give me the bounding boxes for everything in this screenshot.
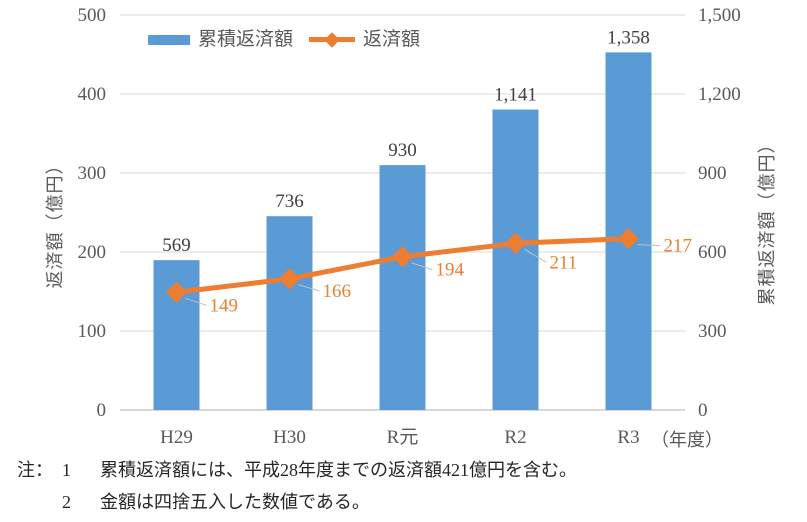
bar-value-label: 1,141 — [494, 85, 537, 106]
label-leader-line — [411, 262, 433, 271]
bar-value-label: 736 — [275, 191, 304, 212]
label-leader-line — [298, 284, 320, 292]
chart-legend: 累積返済額 返済額 — [148, 30, 420, 49]
label-leader-line — [185, 297, 207, 306]
right-tick-label: 300 — [698, 321, 727, 342]
legend-label-cumulative-repayment: 累積返済額 — [198, 29, 294, 50]
left-axis-title: 返済額（億円） — [45, 155, 65, 289]
bar-value-label: 930 — [388, 140, 417, 161]
x-axis-label: H29 — [160, 427, 193, 448]
bar-series-swatch — [148, 34, 190, 45]
legend-item-cumulative-repayment: 累積返済額 — [148, 30, 293, 49]
note-1-text: 累積返済額には、平成28年度までの返済額421億円を含む。 — [100, 460, 577, 480]
diamond-marker-icon — [324, 31, 340, 48]
x-axis-label: R元 — [387, 427, 419, 448]
x-axis-label: R3 — [617, 427, 639, 448]
left-tick-label: 300 — [78, 163, 107, 184]
left-tick-label: 500 — [78, 5, 107, 26]
legend-item-repayment: 返済額 — [309, 30, 420, 49]
right-tick-label: 1,500 — [698, 5, 741, 26]
x-axis-label: H30 — [273, 427, 306, 448]
note-2-number: 2 — [62, 492, 71, 512]
note-prefix: 注： — [17, 460, 53, 480]
left-tick-label: 100 — [78, 321, 107, 342]
x-axis-label: R2 — [504, 427, 526, 448]
line-value-label: 166 — [323, 281, 352, 302]
bar — [379, 165, 426, 410]
right-axis-title: 累積返済額（億円） — [757, 134, 777, 306]
label-leader-line — [524, 248, 547, 263]
right-tick-label: 1,200 — [698, 84, 741, 105]
line-series-swatch — [309, 31, 356, 48]
note-2: 2 金額は四捨五入した数値である。 — [0, 486, 807, 518]
line-value-label: 211 — [550, 252, 578, 273]
legend-label-repayment: 返済額 — [363, 29, 421, 50]
left-tick-label: 200 — [78, 242, 107, 263]
left-tick-label: 0 — [97, 400, 107, 421]
combo-chart: 0 0 100 300 200 600 300 900 400 1,200 500 1,500 569 7… — [78, 5, 741, 448]
bar — [266, 216, 313, 410]
bar — [492, 109, 539, 410]
right-tick-label: 600 — [698, 242, 727, 263]
chart-notes: 注： 1 累積返済額には、平成28年度までの返済額421億円を含む。 2 金額は… — [0, 454, 807, 518]
bar-value-label: 569 — [162, 235, 191, 256]
note-2-text: 金額は四捨五入した数値である。 — [100, 492, 370, 512]
line-value-label: 149 — [210, 295, 239, 316]
line-value-label: 217 — [664, 236, 693, 257]
x-axis-unit-label: （年度） — [651, 430, 723, 450]
bar-value-label: 1,358 — [607, 27, 650, 48]
line-value-label: 194 — [436, 260, 465, 281]
line-marker-diamond — [617, 227, 640, 250]
left-tick-label: 400 — [78, 84, 107, 105]
note-1: 注： 1 累積返済額には、平成28年度までの返済額421億円を含む。 — [0, 454, 807, 486]
line-marker-diamond — [391, 246, 414, 268]
right-tick-label: 0 — [698, 400, 708, 421]
note-1-number: 1 — [62, 460, 71, 480]
right-tick-label: 900 — [698, 163, 727, 184]
label-leader-line — [637, 244, 661, 247]
